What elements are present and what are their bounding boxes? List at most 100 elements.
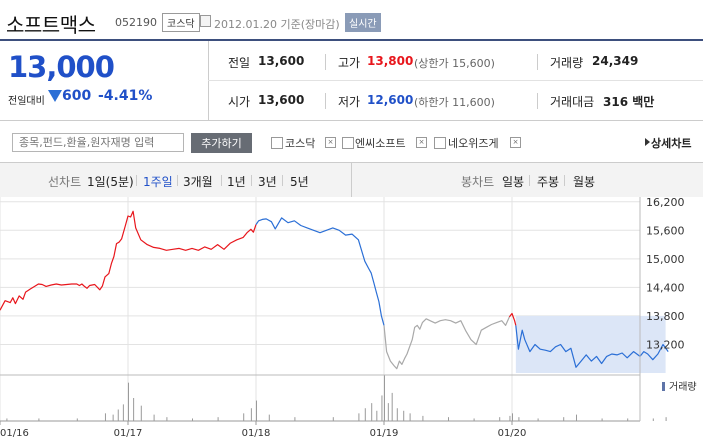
volume-bar [396, 408, 398, 421]
y-tick-label: 14,400 [646, 281, 685, 294]
tab-3month[interactable]: 3개월 [183, 175, 213, 189]
change-label: 전일대비 [8, 96, 45, 107]
divider [221, 175, 222, 186]
volume-bar [601, 418, 603, 421]
price-line-up [0, 210, 257, 311]
volume-bar [256, 400, 257, 421]
volume-bar [652, 418, 654, 421]
open-label: 시가 [228, 95, 251, 109]
stock-code: 052190 [115, 16, 157, 29]
volume-bar [332, 417, 334, 421]
volume-bar [122, 404, 124, 421]
volume-bar [76, 418, 78, 421]
volume-bar [627, 418, 629, 421]
volume-bar [250, 408, 252, 421]
volume-bar [499, 417, 501, 421]
x-tick-label: 01/16 [0, 428, 29, 439]
candle-chart-label: 봉차트 [461, 175, 495, 189]
volume-bar [217, 417, 219, 421]
volume-bar [381, 395, 383, 421]
y-tick-label: 15,600 [646, 224, 685, 237]
volume-bar [140, 405, 142, 421]
market-badge: 코스닥 [162, 13, 200, 32]
tab-1year[interactable]: 1년 [227, 175, 246, 189]
row-divider [208, 80, 703, 81]
remove-icon[interactable]: × [416, 137, 427, 148]
high-label: 고가 [338, 56, 361, 70]
lower-limit: (하한가 11,600) [414, 96, 495, 109]
volume-bar [166, 417, 168, 421]
compare-item-label: 코스닥 [285, 137, 316, 150]
arrow-right-icon [645, 138, 650, 146]
volume-bar [358, 413, 360, 421]
price-divider [208, 41, 209, 121]
compare-item-label: 엔씨소프트 [355, 137, 406, 150]
remove-icon[interactable]: × [325, 137, 336, 148]
divider [136, 175, 137, 186]
volume-bar [371, 403, 373, 421]
volume-bar [422, 415, 424, 421]
base-date: 2012.01.20 기준(장마감) [214, 18, 340, 31]
tab-daily[interactable]: 일봉 [502, 175, 525, 189]
price-line-up [508, 312, 517, 326]
price-line-down [255, 217, 385, 326]
volume-bar [104, 413, 106, 421]
prev-close-label: 전일 [228, 56, 251, 70]
low-value: 12,600 [367, 93, 414, 107]
divider [564, 175, 565, 186]
volume-bar [387, 403, 389, 421]
divider [537, 93, 538, 109]
volume-bar [665, 417, 667, 421]
low-label: 저가 [338, 95, 361, 109]
open-value: 13,600 [258, 93, 305, 107]
x-tick-label: 01/20 [498, 428, 527, 439]
volume-legend-label: 거래량 [669, 381, 697, 393]
divider [529, 175, 530, 186]
remove-icon[interactable]: × [510, 137, 521, 148]
compare-checkbox-neowiz[interactable] [434, 137, 446, 149]
section-divider [0, 120, 703, 121]
x-tick-label: 01/18 [242, 428, 271, 439]
compare-search-input[interactable] [12, 133, 184, 152]
compare-checkbox-kosdaq[interactable] [271, 137, 283, 149]
price-change-percent: -4.41% [98, 88, 153, 104]
high-value: 13,800 [367, 54, 414, 68]
volume-bar [518, 417, 520, 421]
upper-limit: (상한가 15,600) [414, 57, 495, 70]
price-line-flat [383, 316, 510, 370]
volume-bar [409, 413, 411, 421]
tab-3year[interactable]: 3년 [258, 175, 277, 189]
prev-close-value: 13,600 [258, 54, 305, 68]
divider [282, 175, 283, 186]
divider [325, 93, 326, 109]
tab-weekly[interactable]: 주봉 [537, 175, 560, 189]
y-tick-label: 13,200 [646, 338, 685, 351]
detail-chart-link[interactable]: 상세차트 [651, 137, 692, 150]
line-chart-label: 선차트 [48, 175, 82, 189]
volume-bar [384, 375, 385, 421]
volume-value: 24,349 [592, 54, 639, 68]
down-arrow-icon [48, 90, 62, 102]
volume-bar [117, 409, 119, 421]
volume-bar [509, 415, 511, 421]
compare-checkbox-ncsoft[interactable] [342, 137, 354, 149]
add-compare-button[interactable]: 추가하기 [191, 133, 252, 153]
y-tick-label: 16,200 [646, 197, 685, 209]
tab-group-divider [351, 163, 352, 197]
x-tick-label: 01/19 [370, 428, 399, 439]
tab-5year[interactable]: 5년 [290, 175, 309, 189]
stock-name: 소프트맥스 [6, 13, 96, 37]
volume-bar [294, 417, 296, 421]
volume-bar [448, 417, 449, 421]
price-change: 600 [62, 88, 92, 104]
x-tick-label: 01/17 [114, 428, 143, 439]
header-divider [0, 39, 703, 41]
volume-bar [576, 414, 577, 421]
realtime-button[interactable]: 실시간 [345, 13, 381, 32]
tab-monthly[interactable]: 월봉 [573, 175, 596, 189]
tab-1day[interactable]: 1일(5분) [87, 175, 134, 189]
divider [251, 175, 252, 186]
tab-1week[interactable]: 1주일 [143, 175, 173, 189]
volume-bar [268, 414, 270, 421]
volume-bar [512, 413, 513, 421]
